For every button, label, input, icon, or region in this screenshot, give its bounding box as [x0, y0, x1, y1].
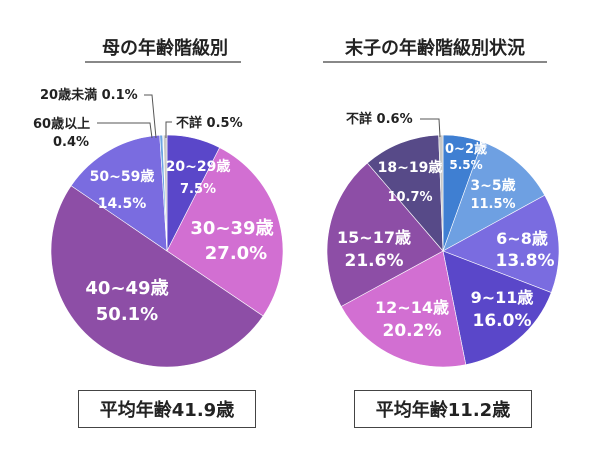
slice-label: 0~2歳	[445, 141, 487, 157]
pie-slice	[442, 250, 552, 366]
slice-label: 30~39歳	[190, 218, 273, 239]
slice-value: 5.5%	[449, 158, 482, 172]
title-divider	[85, 61, 241, 63]
leader-lines	[97, 94, 441, 139]
slice-value: 27.0%	[205, 243, 267, 264]
pie-slice	[340, 250, 467, 368]
pie-slice	[70, 134, 168, 252]
average-age-mother: 平均年齢41.9歳	[78, 390, 256, 428]
pie-slice	[366, 134, 444, 252]
slice-label: 20~29歳	[166, 158, 231, 175]
slice-value: 14.5%	[98, 196, 147, 212]
average-age-child: 平均年齢11.2歳	[354, 390, 532, 428]
leader-line	[97, 122, 153, 139]
pie-slice	[50, 185, 264, 368]
slice-value: 11.5%	[470, 197, 515, 212]
leader-line	[165, 121, 172, 138]
slice-label: 12~14歳	[375, 298, 449, 317]
slice-label: 不詳 0.6%	[346, 111, 413, 127]
slice-value: 20.2%	[383, 321, 442, 341]
slice-label: 50~59歳	[90, 168, 155, 185]
slice-label: 60歳以上	[33, 116, 90, 132]
pie-mother	[50, 134, 284, 368]
slice-label: 18~19歳	[378, 159, 443, 176]
slice-label: 3~5歳	[470, 177, 515, 194]
slice-label: 20歳未満 0.1%	[40, 87, 138, 103]
slice-label: 6~8歳	[496, 229, 548, 248]
slice-label: 9~11歳	[471, 288, 534, 307]
pie-slice	[326, 162, 444, 307]
slice-value: 13.8%	[496, 251, 555, 271]
pie-slice	[438, 134, 444, 252]
leader-line	[144, 94, 157, 139]
pie-child	[326, 134, 560, 368]
slice-value: 16.0%	[473, 311, 532, 331]
leader-line	[420, 118, 441, 138]
chart-title-child: 末子の年齢階級別状況	[345, 38, 525, 59]
slice-value: 10.7%	[387, 190, 432, 205]
slice-label: 不詳 0.5%	[176, 115, 243, 131]
slice-value: 7.5%	[180, 182, 216, 197]
slice-label: 15~17歳	[337, 228, 411, 247]
title-divider	[323, 61, 547, 63]
pie-slice	[442, 141, 546, 252]
chart-title-mother: 母の年齢階級別	[102, 38, 228, 59]
slice-value: 50.1%	[96, 304, 158, 325]
pie-slice	[163, 134, 168, 252]
pie-slice	[442, 194, 560, 293]
slice-value: 0.4%	[53, 135, 89, 150]
slice-label: 40~49歳	[85, 278, 168, 299]
slice-value: 21.6%	[345, 251, 404, 271]
pie-slice	[166, 147, 284, 317]
